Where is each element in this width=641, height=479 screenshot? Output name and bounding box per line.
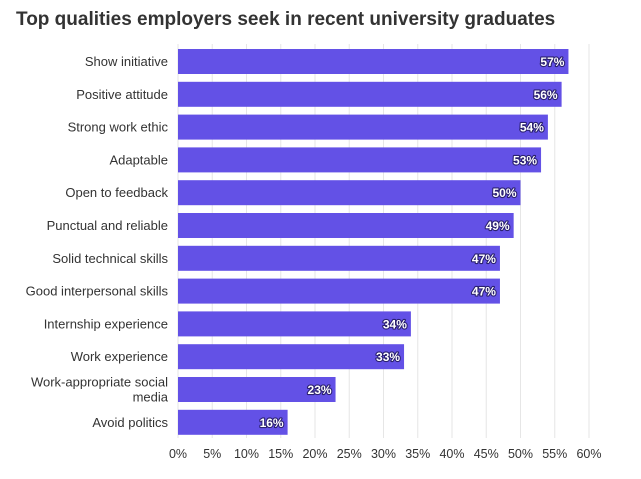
x-tick-label-55: 55% (542, 447, 567, 461)
category-label-11: Work-appropriate social media (31, 375, 169, 405)
category-label-line: Strong work ethic (68, 120, 169, 135)
bar-1 (178, 49, 569, 74)
category-label-6: Punctual and reliable (47, 218, 168, 233)
x-tick-label-5: 5% (203, 447, 221, 461)
category-label-10: Work experience (71, 349, 168, 364)
category-label-line: Solid technical skills (52, 251, 168, 266)
x-tick-label-60: 60% (576, 447, 601, 461)
category-label-5: Open to feedback (65, 185, 168, 200)
category-label-12: Avoid politics (92, 415, 168, 430)
category-label-line: Adaptable (109, 152, 168, 167)
category-label-line: Show initiative (85, 54, 168, 69)
category-label-line: Punctual and reliable (47, 218, 168, 233)
value-label-4: 53% (513, 153, 537, 167)
x-tick-label-10: 10% (234, 447, 259, 461)
value-label-9: 34% (383, 317, 407, 331)
category-label-line: Positive attitude (76, 87, 168, 102)
bar-12 (178, 409, 288, 435)
x-axis-tick-labels: 0% 5% 10% 15% 20% 25% 30% 35% 40% 45% 50% 55% 60% (169, 447, 602, 461)
x-tick-label-40: 40% (439, 447, 464, 461)
category-label-line: Internship experience (44, 316, 168, 331)
x-tick-label-20: 20% (302, 447, 327, 461)
category-label-line: Avoid politics (92, 415, 168, 430)
value-label-7: 47% (472, 252, 496, 266)
category-label-7: Solid technical skills (52, 251, 168, 266)
value-label-5: 50% (492, 186, 516, 200)
bar-9 (178, 311, 411, 337)
x-tick-label-30: 30% (371, 447, 396, 461)
value-label-6: 49% (486, 219, 510, 233)
bar-8 (178, 278, 500, 304)
bar-6 (178, 213, 514, 238)
bar-4 (178, 147, 542, 173)
value-label-8: 47% (472, 285, 496, 299)
x-tick-label-45: 45% (474, 447, 499, 461)
value-label-3: 54% (520, 121, 544, 135)
bar-11 (178, 377, 336, 402)
category-label-8: Good interpersonal skills (26, 284, 169, 299)
x-tick-label-15: 15% (268, 447, 293, 461)
bars (178, 49, 569, 435)
bar-7 (178, 245, 500, 271)
bar-3 (178, 114, 548, 140)
value-labels: 57% 56% 54% 53% 50% 49% 47% 47% 34% 33% 23% 16% (258, 54, 565, 431)
category-label-9: Internship experience (44, 316, 168, 331)
x-tick-label-50: 50% (508, 447, 533, 461)
category-label-2: Positive attitude (76, 87, 168, 102)
category-label-line: Good interpersonal skills (26, 284, 169, 299)
value-label-1: 57% (540, 55, 564, 69)
bar-5 (178, 180, 521, 206)
category-labels: Show initiative Positive attitude Strong w… (26, 54, 169, 430)
x-tick-label-25: 25% (337, 447, 362, 461)
category-label-1: Show initiative (85, 54, 168, 69)
value-label-10: 33% (376, 350, 400, 364)
grid-lines (177, 44, 590, 438)
value-label-12: 16% (260, 416, 284, 430)
value-label-11: 23% (308, 383, 332, 397)
category-label-3: Strong work ethic (68, 120, 169, 135)
category-label-line: Work experience (71, 349, 168, 364)
x-tick-label-35: 35% (405, 447, 430, 461)
category-label-4: Adaptable (109, 152, 168, 167)
value-label-2: 56% (534, 88, 558, 102)
x-tick-label-0: 0% (169, 447, 187, 461)
category-label-line: Work-appropriate social (31, 375, 168, 390)
category-label-line: media (133, 390, 169, 405)
bar-10 (178, 344, 405, 370)
chart-title: Top qualities employers seek in recent u… (16, 9, 556, 30)
bar-2 (178, 81, 562, 107)
category-label-line: Open to feedback (65, 185, 168, 200)
